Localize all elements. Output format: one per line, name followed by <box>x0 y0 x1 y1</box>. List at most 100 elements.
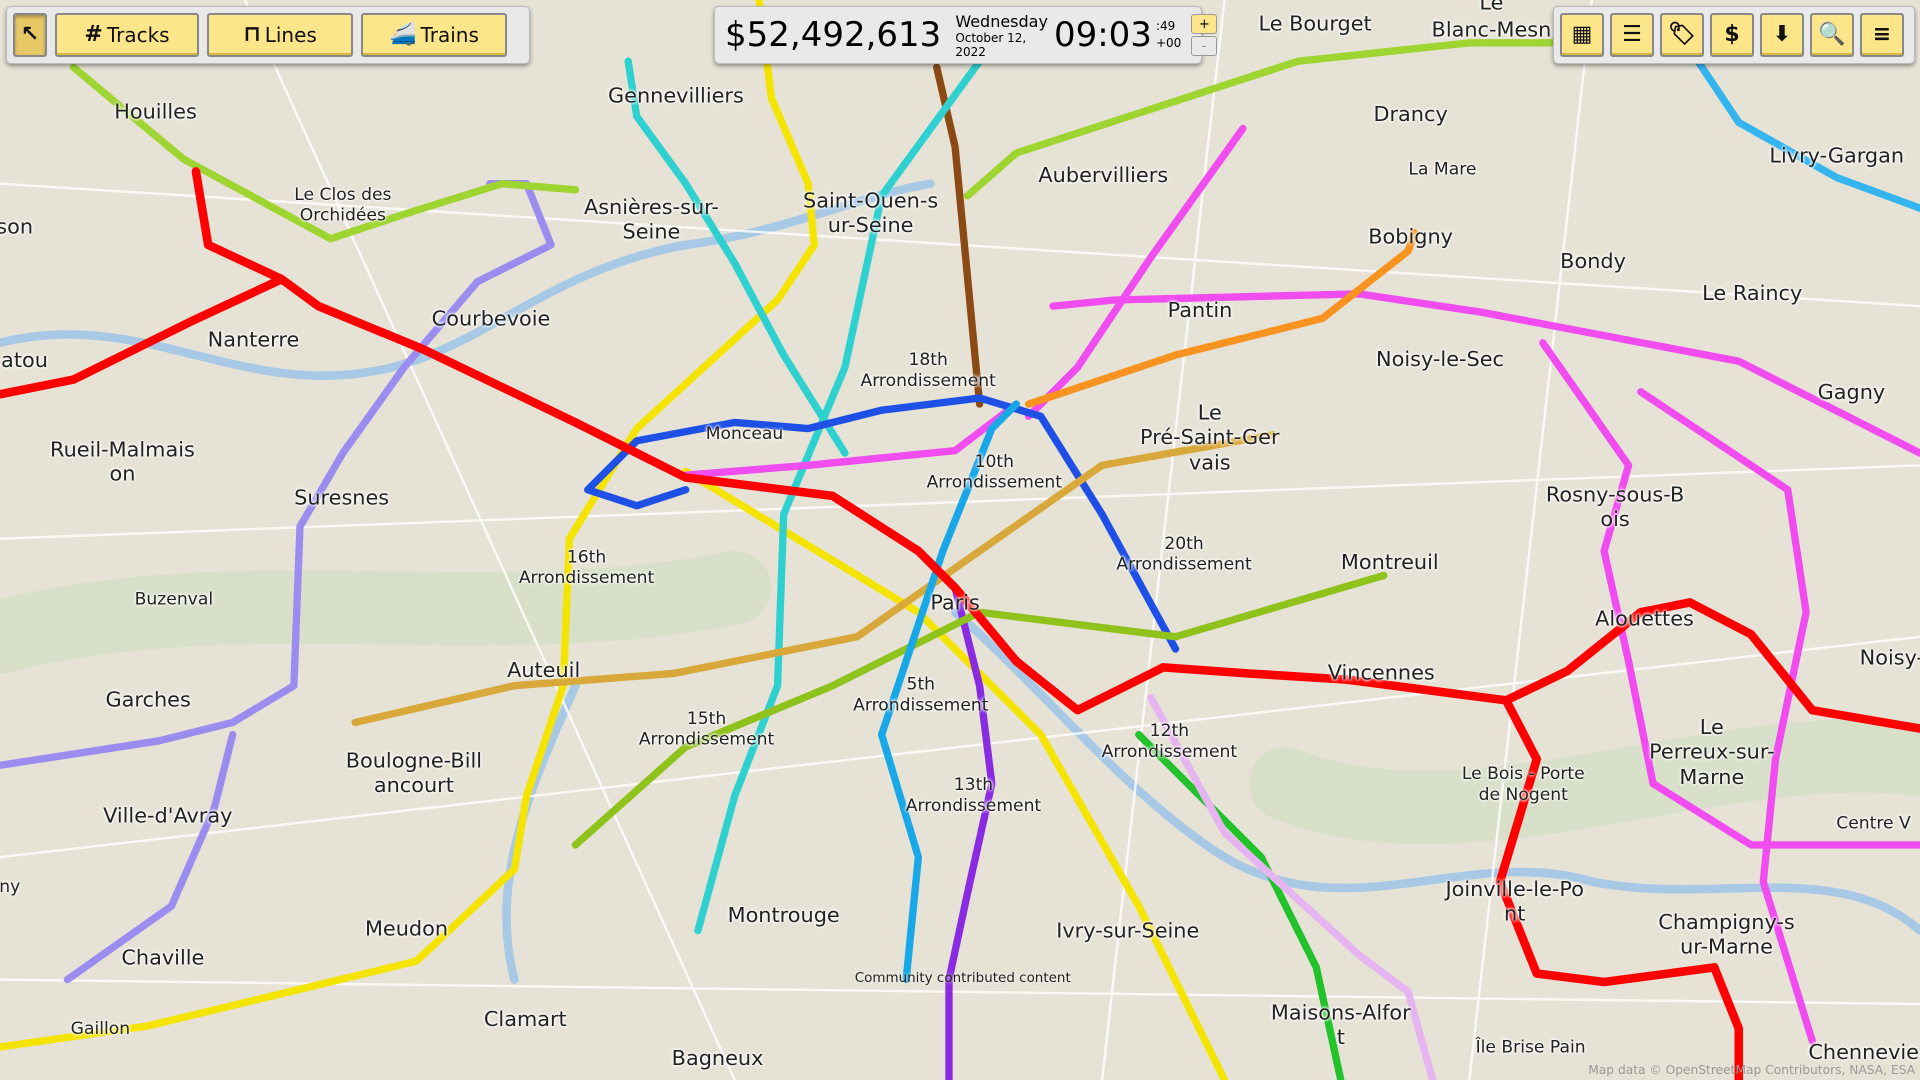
menu-button[interactable]: ≡ <box>1860 13 1904 57</box>
place-label: Monceau <box>705 424 784 445</box>
place-label: 15th Arrondissement <box>638 709 775 750</box>
place-label: Meudon <box>364 916 449 942</box>
place-label: 20th Arrondissement <box>1116 534 1252 575</box>
place-label: Vincennes <box>1327 660 1435 686</box>
place-label: ny <box>0 877 21 898</box>
mode-toolbar: ↖ # Tracks ⊓ Lines 🚄 Trains <box>6 6 530 64</box>
time-offset: +00 <box>1155 36 1182 50</box>
place-label: Paris <box>930 591 980 616</box>
place-label: Le Bois - Porte de Nogent <box>1461 764 1585 805</box>
map-button[interactable]: ▦ <box>1560 13 1604 57</box>
menu-icon: ≡ <box>1872 22 1892 47</box>
place-label: Pantin <box>1167 298 1233 324</box>
place-label: Île Brise Pain <box>1475 1037 1586 1058</box>
place-label: Noisy- <box>1859 646 1920 671</box>
train-icon: 🚄 <box>389 22 417 47</box>
date: October 12, 2022 <box>955 30 1027 59</box>
place-label: Centre V <box>1836 813 1911 834</box>
place-label: Le Pré-Saint-Ger vais <box>1140 400 1280 476</box>
place-label: Noisy-le-Sec <box>1376 347 1504 373</box>
place-label: La Mare <box>1408 159 1477 180</box>
place-label: 13th Arrondissement <box>905 775 1042 816</box>
map-attribution: Map data © OpenStreetMap Contributors, N… <box>1588 1064 1916 1078</box>
trains-button[interactable]: 🚄 Trains <box>361 13 507 57</box>
prices-button[interactable]: 🏷 <box>1660 13 1704 57</box>
speed-down-button[interactable]: - <box>1191 36 1218 56</box>
search-button[interactable]: 🔍 <box>1810 13 1854 57</box>
place-label: Rueil-Malmais on <box>50 437 195 488</box>
sort-button[interactable]: ☰ <box>1610 13 1654 57</box>
trains-label: Trains <box>420 23 479 47</box>
place-label: 5th Arrondissement <box>853 674 989 716</box>
status-panel: $52,492,613 Wednesday October 12, 2022 09… <box>714 6 1218 64</box>
place-label: Le Raincy <box>1702 281 1803 306</box>
sort-list-icon: ☰ <box>1622 22 1642 47</box>
tools-toolbar: ▦ ☰ 🏷 $ ⬇ 🔍 ≡ <box>1553 6 1915 64</box>
place-label: Le Clos des Orchidées <box>294 185 392 226</box>
place-label: Saint-Ouen-s ur-Seine <box>803 189 939 239</box>
lines-label: Lines <box>264 23 317 47</box>
community-content-label: Community contributed content <box>854 969 1071 986</box>
place-label: Gennevilliers <box>608 84 744 109</box>
place-label: 12th Arrondissement <box>1101 721 1238 762</box>
place-label: Suresnes <box>294 485 390 511</box>
workshop-button[interactable]: ⬇ <box>1760 13 1804 57</box>
place-label: Clamart <box>483 1007 567 1033</box>
speed-up-button[interactable]: + <box>1191 14 1218 34</box>
place-label: Chaville <box>121 946 205 971</box>
place-label: 10th Arrondissement <box>926 452 1062 493</box>
place-label: Asnières-sur- Seine <box>583 195 719 245</box>
place-label: atou <box>1 348 48 374</box>
place-label: Bobigny <box>1368 225 1453 250</box>
place-label: Maisons-Alfor t <box>1270 1001 1411 1051</box>
money-balance: $52,492,613 <box>725 15 942 55</box>
place-label: Montrouge <box>727 903 840 928</box>
place-label: Nanterre <box>207 327 300 353</box>
place-label: Champigny-s ur-Marne <box>1658 910 1795 961</box>
place-label: Livry-Gargan <box>1769 144 1905 169</box>
place-label: son <box>0 215 34 240</box>
place-label: Garches <box>105 687 191 713</box>
tracks-button[interactable]: # Tracks <box>55 13 199 57</box>
place-label: Buzenval <box>134 589 214 610</box>
place-label: Gagny <box>1817 380 1886 406</box>
place-label: Le <box>1479 0 1504 16</box>
dollar-icon: $ <box>1724 22 1740 47</box>
place-label: Boulogne-Bill ancourt <box>345 748 483 799</box>
weekday: Wednesday <box>955 11 1048 31</box>
place-label: Houilles <box>114 100 197 125</box>
clock-time: 09:03 <box>1053 15 1152 55</box>
place-label: Alouettes <box>1595 607 1694 632</box>
place-label: Chennevie <box>1808 1040 1919 1066</box>
place-label: Drancy <box>1373 102 1448 128</box>
place-label: Le Perreux-sur- Marne <box>1649 715 1775 791</box>
clock-seconds: :49 <box>1155 19 1176 34</box>
place-label: Aubervilliers <box>1038 163 1169 189</box>
place-label: Courbevoie <box>431 307 551 332</box>
price-tag-icon: 🏷 <box>1668 22 1696 47</box>
place-label: Gaillon <box>70 1019 131 1040</box>
info-tool-button[interactable]: ↖ <box>13 13 47 57</box>
place-label: Ivry-sur-Seine <box>1056 919 1200 944</box>
tracks-icon: # <box>84 22 103 47</box>
pointer-info-icon: ↖ <box>20 22 40 47</box>
place-label: Ville-d'Avray <box>103 804 233 829</box>
place-label: Le Bourget <box>1258 12 1372 37</box>
tracks-label: Tracks <box>106 23 170 47</box>
finance-button[interactable]: $ <box>1710 13 1754 57</box>
place-label: Auteuil <box>507 658 581 684</box>
map-icon: ▦ <box>1571 22 1593 47</box>
search-icon: 🔍 <box>1818 22 1846 47</box>
lines-button[interactable]: ⊓ Lines <box>207 13 353 57</box>
place-label: Rosny-sous-B ois <box>1545 483 1685 533</box>
place-label: 16th Arrondissement <box>518 547 655 588</box>
place-label: Blanc-Mesn <box>1431 18 1552 43</box>
steam-download-icon: ⬇ <box>1772 22 1792 47</box>
place-label: 18th Arrondissement <box>860 350 996 391</box>
place-label: Bagneux <box>671 1046 764 1072</box>
place-label: Joinville-le-Po nt <box>1445 877 1584 927</box>
place-label: Bondy <box>1560 249 1626 275</box>
place-label: Montreuil <box>1340 550 1439 576</box>
